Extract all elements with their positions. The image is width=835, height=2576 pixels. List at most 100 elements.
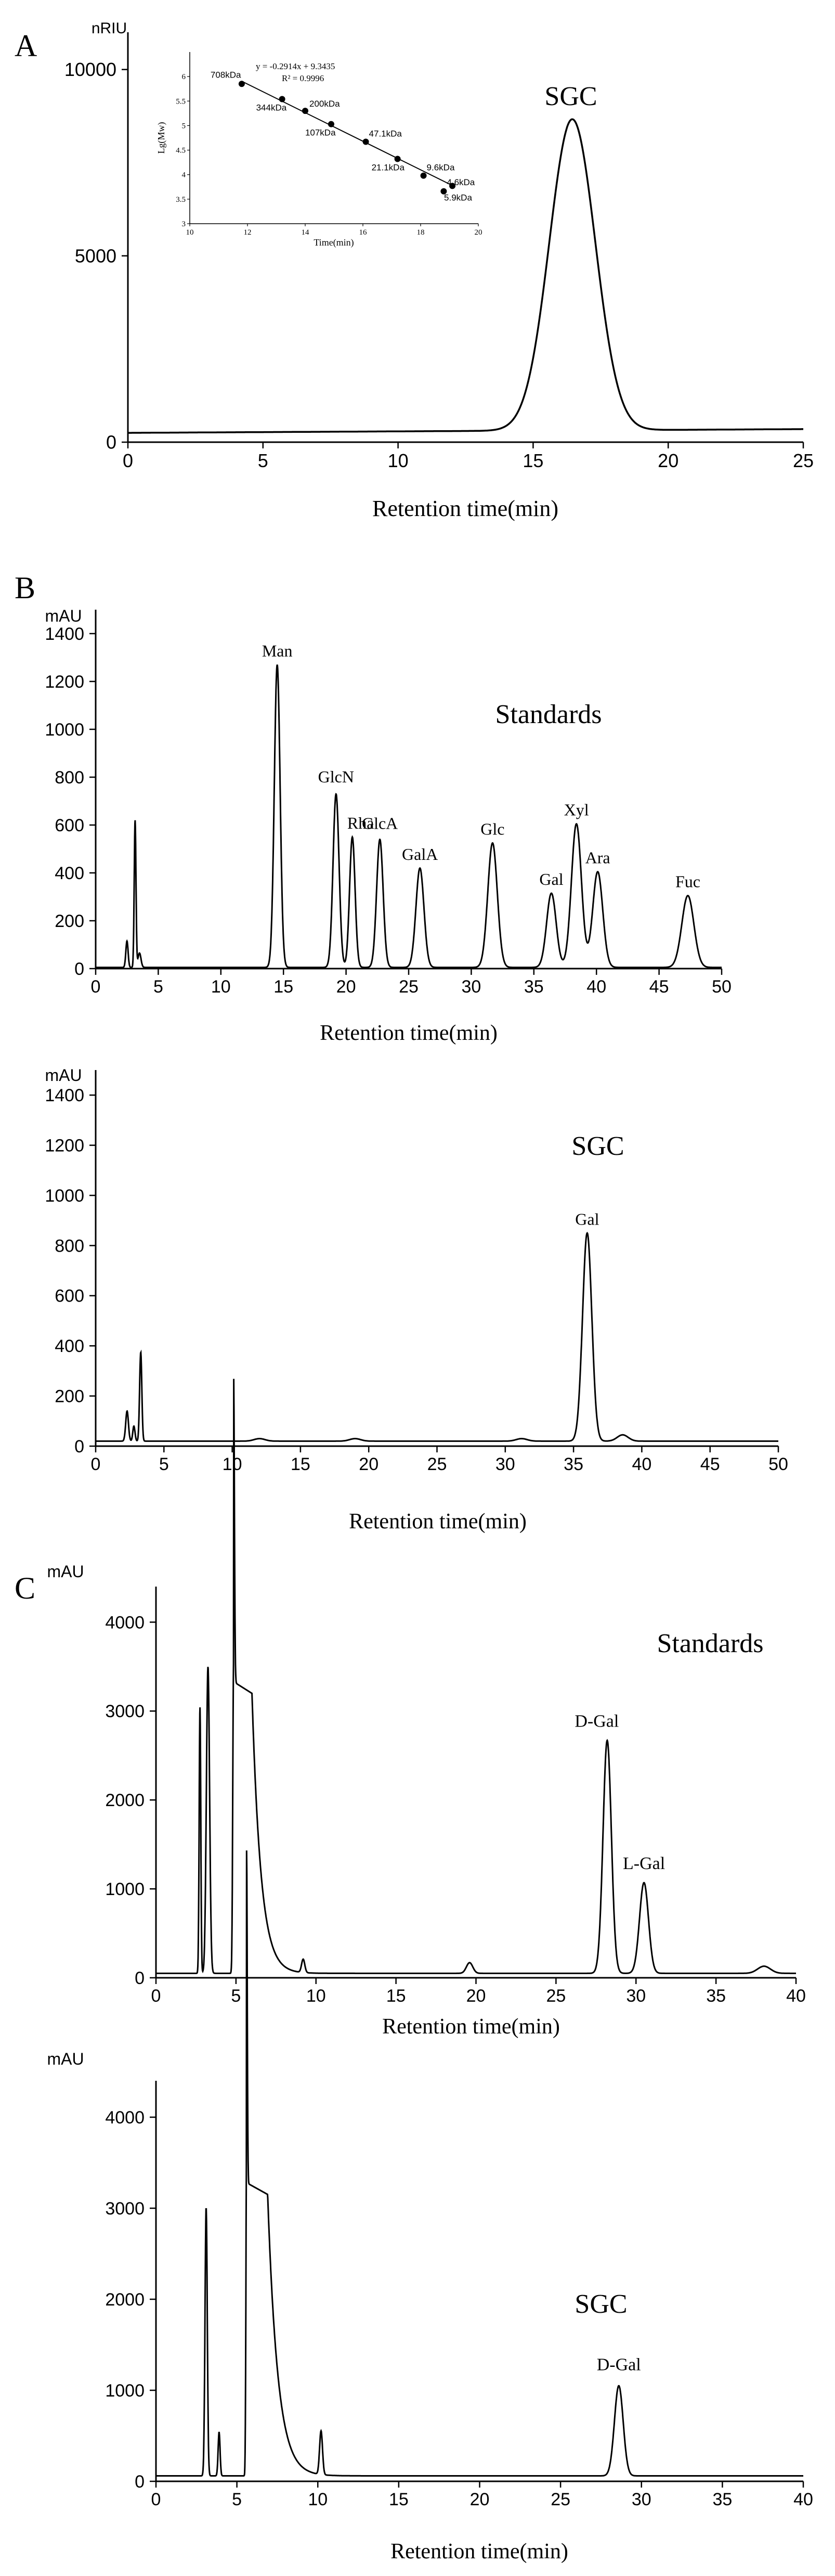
x-tick-label: 10: [308, 2490, 328, 2509]
y-tick-label: 1000: [105, 2381, 145, 2401]
panel-b-ylabel: mAU: [45, 607, 82, 625]
x-tick-label: 30: [626, 1986, 646, 2006]
x-tick-label: 15: [291, 1454, 310, 1474]
y-tick-label: 800: [55, 768, 84, 788]
panel-b2-sgc-label: SGC: [571, 1131, 624, 1161]
x-tick-label: 15: [273, 977, 293, 997]
peak-label: Glc: [480, 820, 504, 839]
peak-label: GlcN: [318, 767, 354, 786]
panel-a-inset-calibration: 10 12 14 16 18 20 3 3.5 4 4.5 5 5.5 6 708kDa 344kDa 20…: [156, 52, 482, 248]
inset-point-label: 21.1kDa: [372, 163, 405, 173]
inset-point: [420, 172, 427, 179]
inset-point: [440, 188, 447, 195]
panel-c-standards-label: Standards: [657, 1629, 763, 1658]
x-tick-label: 5: [231, 1986, 241, 2006]
panel-c-xlabel: Retention time(min): [382, 2015, 560, 2039]
y-tick-label: 3000: [105, 2199, 145, 2219]
inset-points: 708kDa 344kDa 200kDa 107kDa 47.1kDa 21.1kDa 9.…: [211, 70, 475, 202]
y-tick-label: 1000: [45, 1186, 84, 1206]
y-tick-label: 1400: [45, 624, 84, 644]
peak-label: Man: [262, 641, 293, 660]
x-tick-label: 20: [466, 1986, 486, 2006]
y-tick-label: 600: [55, 816, 84, 835]
panel-b2-ylabel: mAU: [45, 1066, 82, 1085]
y-tick-label: 200: [55, 1387, 84, 1407]
inset-r2: R² = 0.9996: [282, 73, 324, 83]
x-tick-label: 10: [223, 1454, 242, 1474]
x-tick-label: 20: [470, 2490, 490, 2509]
inset-ticks: 10 12 14 16 18 20 3 3.5 4 4.5 5 5.5 6: [176, 73, 482, 237]
x-tick-label: 25: [427, 1454, 447, 1474]
peak-label: Xyl: [564, 801, 589, 819]
peak-label: D-Gal: [575, 1712, 619, 1731]
panel-c-trace-standards: [156, 1379, 796, 1974]
panel-label-b: B: [15, 571, 35, 605]
y-tick-label: 600: [55, 1286, 84, 1306]
x-tick-label: 30: [632, 2490, 651, 2509]
inset-point: [449, 183, 456, 189]
peak-label: L-Gal: [623, 1854, 665, 1873]
peak-label: Gal: [539, 870, 563, 888]
x-tick-label: 40: [632, 1454, 651, 1474]
y-tick-label: 1200: [45, 1136, 84, 1156]
x-tick-label: 0: [151, 2490, 161, 2509]
y-tick-label: 5000: [75, 245, 116, 266]
x-tick-label: 30: [461, 977, 481, 997]
peak-label: Gal: [575, 1209, 599, 1228]
inset-y-tick-label: 3.5: [176, 196, 186, 204]
inset-y-tick-label: 5.5: [176, 97, 186, 106]
inset-y-tick-label: 5: [182, 122, 186, 130]
y-tick-label: 0: [135, 2472, 145, 2492]
x-tick-label: 10: [211, 977, 231, 997]
y-tick-label: 1400: [45, 1086, 84, 1105]
inset-point: [394, 156, 401, 162]
inset-x-tick-label: 14: [302, 228, 310, 237]
x-tick-label: 25: [399, 977, 419, 997]
x-tick-label: 0: [123, 450, 133, 471]
x-tick-label: 40: [793, 2490, 813, 2509]
y-tick-label: 400: [55, 864, 84, 883]
x-tick-label: 0: [91, 1454, 101, 1474]
inset-point-label: 5.9kDa: [444, 192, 472, 202]
panel-c2-trace-sgc: [156, 1850, 803, 2477]
y-tick-label: 800: [55, 1236, 84, 1256]
inset-y-tick-label: 4.5: [176, 147, 186, 155]
panel-b-trace-standards: [96, 664, 722, 969]
y-tick-label: 3000: [105, 1702, 145, 1721]
inset-fit-line: [241, 81, 456, 188]
panel-c-peak-labels: D-Gal L-Gal: [575, 1712, 665, 1873]
x-tick-label: 30: [495, 1454, 515, 1474]
inset-equation: y = -0.2914x + 9.3435: [256, 61, 335, 71]
x-tick-label: 0: [91, 977, 101, 997]
x-tick-label: 25: [793, 450, 814, 471]
panel-a-chart: nRIU 0 5 10 15 20 25 0 5000 10000 SGC Retention …: [64, 20, 814, 521]
inset-point: [362, 138, 369, 145]
panel-c2-xlabel: Retention time(min): [390, 2540, 568, 2564]
x-tick-label: 5: [153, 977, 163, 997]
x-tick-label: 5: [232, 2490, 242, 2509]
panel-b2-peak-labels: Gal: [575, 1209, 599, 1228]
y-tick-label: 1000: [105, 1879, 145, 1899]
x-tick-label: 0: [151, 1986, 161, 2006]
inset-point: [238, 81, 245, 87]
panel-c2-peak-labels: D-Gal: [597, 2355, 641, 2374]
panel-label-c: C: [15, 1571, 35, 1605]
inset-y-tick-label: 3: [182, 220, 186, 228]
peak-label: Rha: [347, 814, 374, 832]
inset-xlabel: Time(min): [314, 237, 354, 248]
panel-a-xlabel: Retention time(min): [372, 496, 558, 521]
x-tick-label: 50: [712, 977, 732, 997]
y-tick-label: 4000: [105, 2108, 145, 2128]
x-tick-label: 15: [386, 1986, 406, 2006]
inset-point-label: 344kDa: [256, 103, 287, 113]
inset-point: [279, 96, 285, 102]
x-tick-label: 10: [388, 450, 409, 471]
x-tick-label: 45: [649, 977, 669, 997]
x-tick-label: 10: [306, 1986, 326, 2006]
panel-b-chart-standards: mAU 0 5 10 15 20 25 30 35 40 45 50 0 200 400 600 800 100…: [45, 607, 732, 1045]
inset-point: [328, 121, 334, 127]
panel-b2-trace-sgc: [96, 1231, 778, 1442]
inset-x-tick-label: 18: [417, 228, 425, 237]
